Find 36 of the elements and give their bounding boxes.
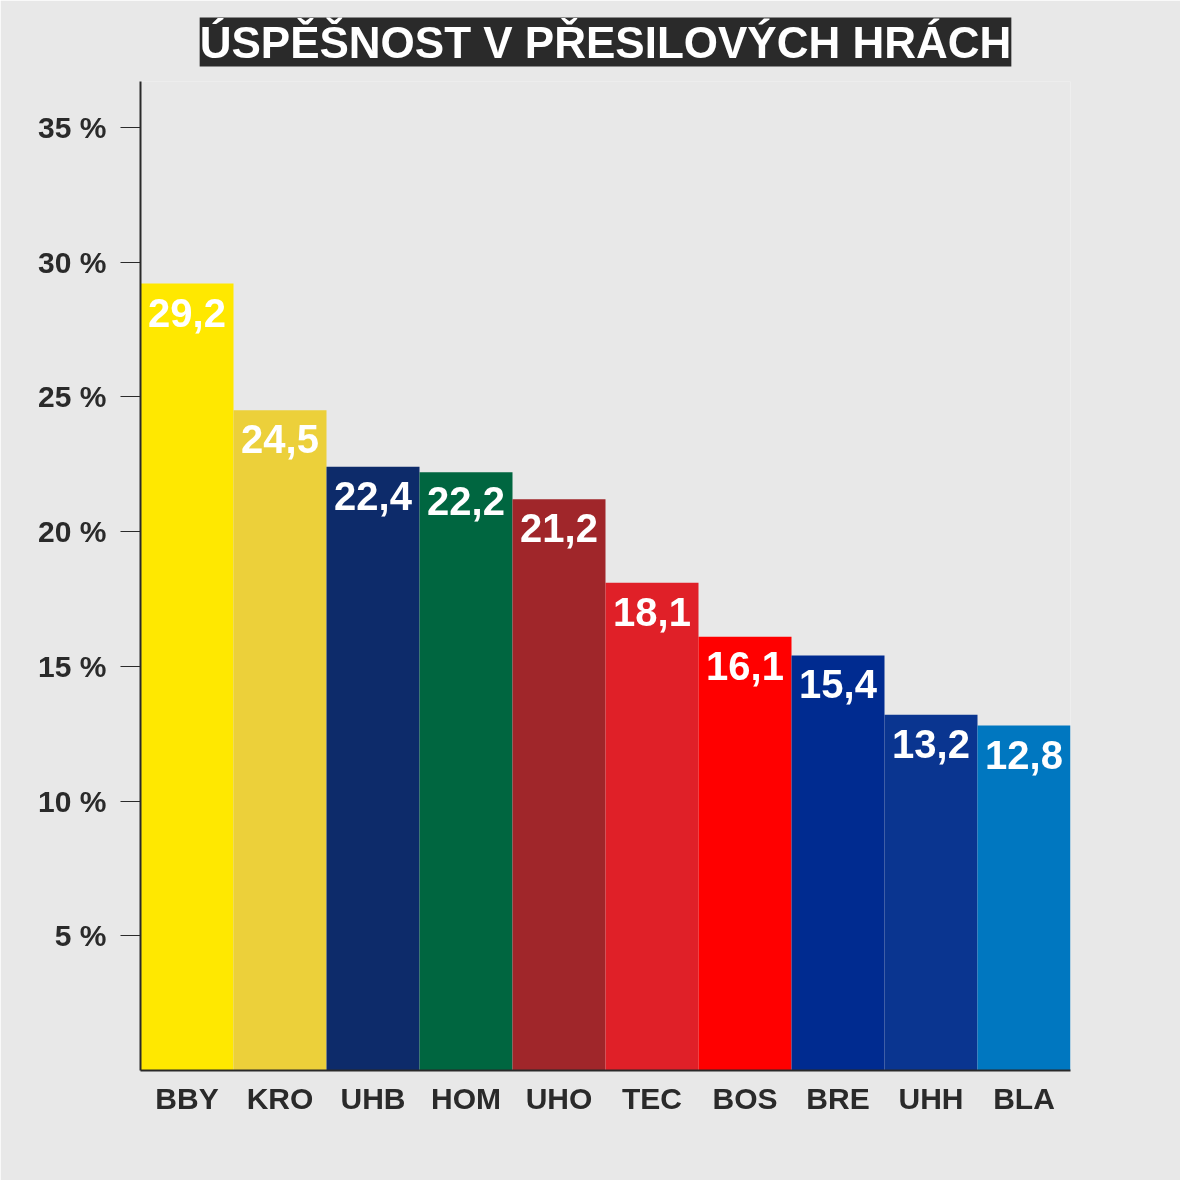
bar — [326, 466, 420, 1071]
data-label: 24,5 — [241, 417, 319, 462]
chart-title: ÚSPĚŠNOST V PŘESILOVÝCH HRÁCH — [199, 16, 1012, 67]
x-tick-label: HOM — [431, 1081, 501, 1115]
y-tick-label: 20 % — [38, 515, 107, 549]
data-label: 15,4 — [799, 662, 878, 707]
bar — [140, 283, 234, 1071]
data-label: 22,4 — [334, 473, 413, 518]
y-tick-label: 5 % — [54, 919, 107, 953]
y-tick-label: 30 % — [38, 245, 107, 279]
x-tick-label: BRE — [806, 1081, 870, 1115]
x-tick-label: UHO — [525, 1081, 593, 1115]
x-tick-label: UHB — [340, 1081, 406, 1115]
x-tick-label: KRO — [246, 1081, 314, 1115]
x-tick-label: BOS — [712, 1081, 778, 1115]
bar — [512, 499, 606, 1071]
bar — [419, 472, 513, 1071]
data-label: 16,1 — [706, 643, 784, 688]
x-tick-label: UHH — [898, 1081, 964, 1115]
y-tick-label: 10 % — [38, 784, 107, 818]
bar — [605, 582, 699, 1071]
y-tick-label: 35 % — [38, 110, 107, 144]
data-label: 13,2 — [892, 721, 970, 766]
x-tick-label: TEC — [622, 1081, 682, 1115]
y-tick-label: 15 % — [38, 649, 107, 683]
data-label: 22,2 — [427, 479, 505, 524]
y-tick-label: 25 % — [38, 380, 107, 414]
x-tick-label: BLA — [993, 1081, 1055, 1115]
data-label: 12,8 — [985, 732, 1063, 777]
bar — [698, 636, 792, 1071]
data-label: 29,2 — [148, 290, 226, 335]
x-tick-label: BBY — [155, 1081, 219, 1115]
bar — [977, 725, 1071, 1071]
data-label: 18,1 — [613, 589, 691, 634]
data-label: 21,2 — [520, 506, 598, 551]
bar — [233, 410, 327, 1071]
